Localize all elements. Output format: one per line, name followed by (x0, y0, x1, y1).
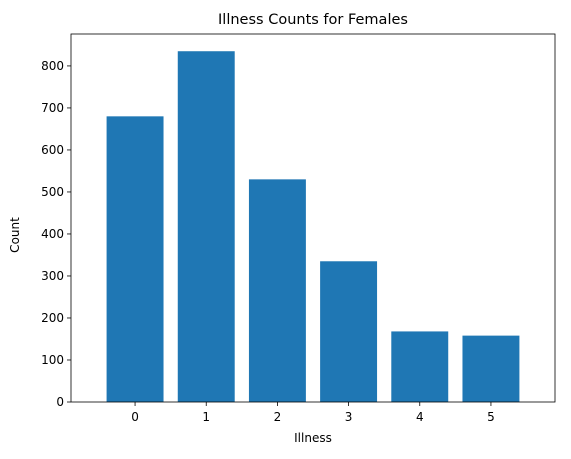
bars-group (106, 51, 520, 403)
axes-frame (70, 33, 556, 403)
y-tick-label: 300 (41, 269, 64, 283)
bar-1 (177, 51, 235, 402)
y-tick-label: 500 (41, 185, 64, 199)
y-axis-ticks: 0 100 200 300 400 500 600 700 800 (41, 59, 71, 409)
bar-4 (391, 331, 449, 402)
y-tick-label: 100 (41, 353, 64, 367)
x-tick-label: 3 (345, 410, 353, 424)
chart-title: Illness Counts for Females (218, 12, 408, 28)
x-tick-label: 1 (202, 410, 210, 424)
y-tick-label: 200 (41, 311, 64, 325)
y-axis-label: Count (8, 217, 22, 253)
y-tick-label: 0 (56, 395, 64, 409)
bar-0 (106, 116, 164, 403)
y-tick-label: 400 (41, 227, 64, 241)
x-tick-label: 4 (416, 410, 424, 424)
bar-5 (462, 335, 520, 402)
bar-3 (320, 261, 378, 402)
x-axis-ticks: 0 1 2 3 4 5 (131, 402, 495, 424)
x-tick-label: 2 (274, 410, 282, 424)
x-tick-label: 5 (487, 410, 495, 424)
y-tick-label: 700 (41, 101, 64, 115)
y-tick-label: 800 (41, 59, 64, 73)
bar-2 (248, 179, 306, 402)
x-tick-label: 0 (131, 410, 139, 424)
x-axis-label: Illness (294, 431, 332, 445)
y-tick-label: 600 (41, 143, 64, 157)
